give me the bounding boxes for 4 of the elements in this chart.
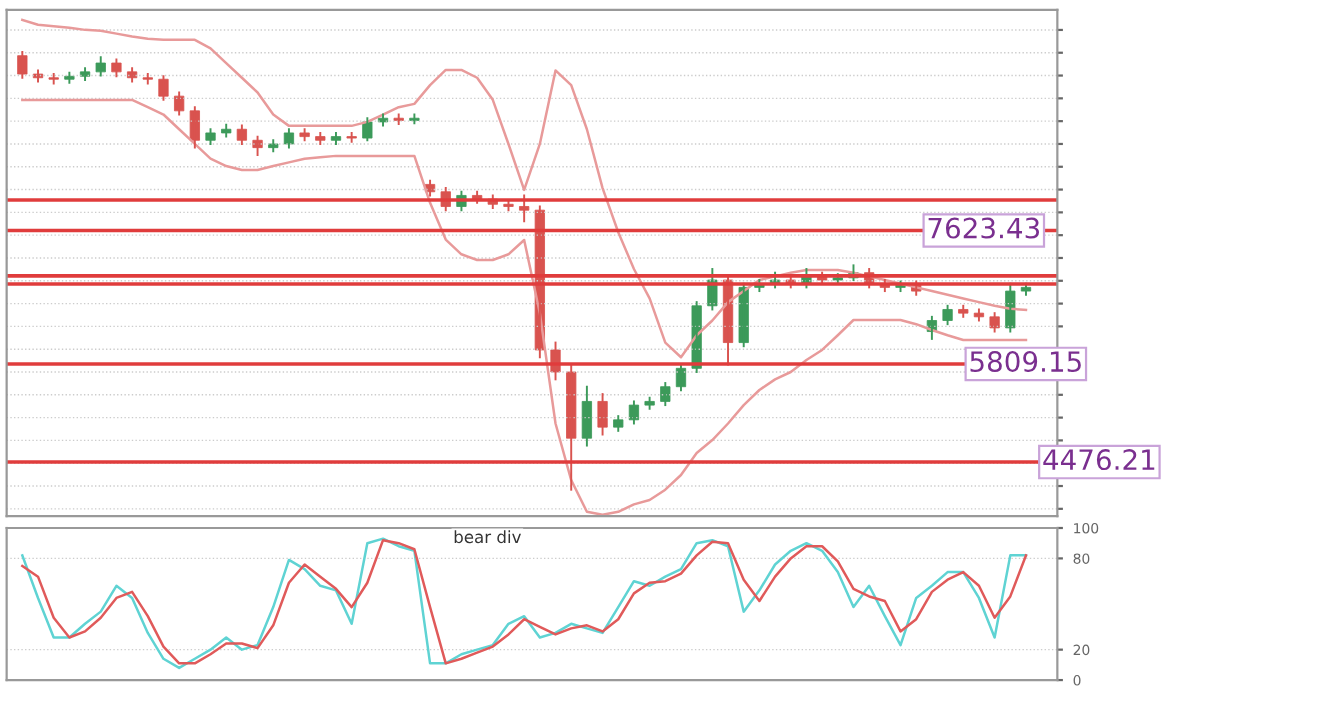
ref-line-label: 4476.21: [1043, 449, 1155, 471]
ref-line-label: 5809.15: [970, 351, 1081, 373]
ref-line-label: 7623.43: [928, 217, 1040, 239]
annotation: bear div: [454, 530, 521, 544]
